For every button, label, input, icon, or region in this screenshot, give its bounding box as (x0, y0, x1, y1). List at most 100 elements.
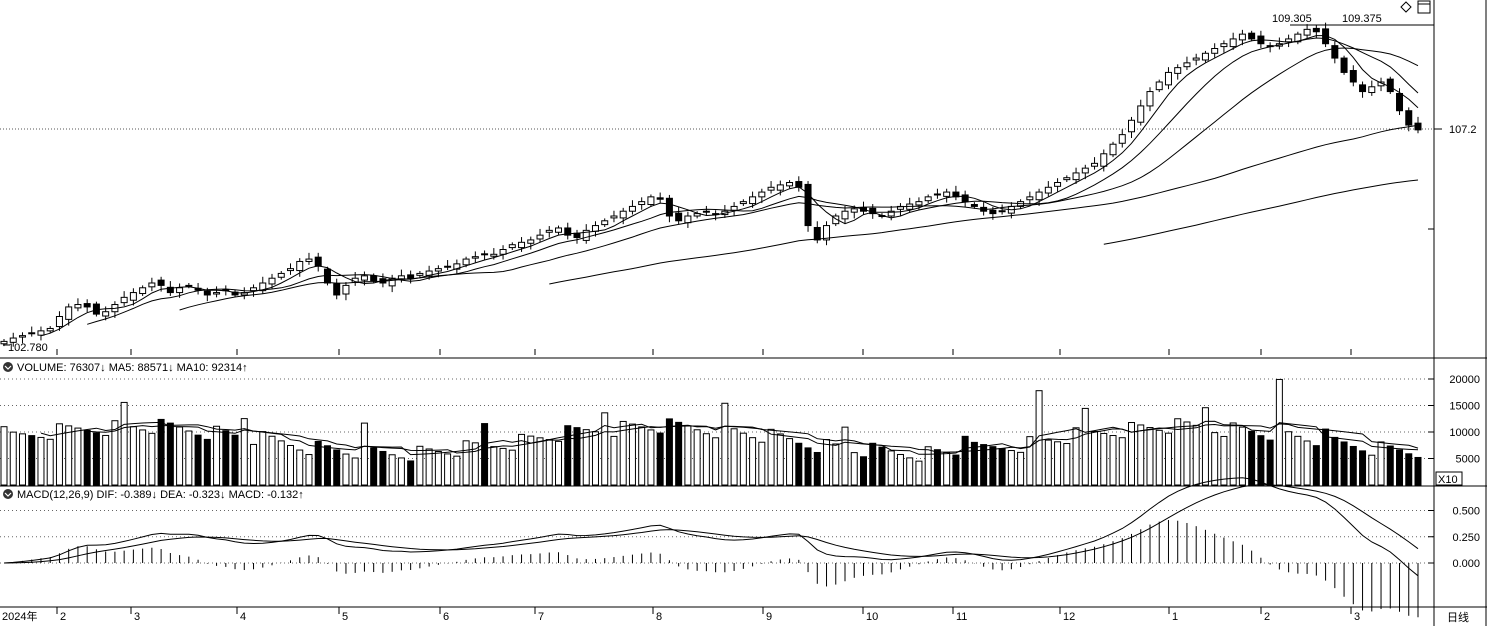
candle-body (46, 327, 54, 332)
diamond-icon[interactable] (1400, 1, 1412, 13)
candle-body (1220, 43, 1228, 48)
volume-bar (231, 434, 239, 486)
candle-body (1128, 119, 1136, 133)
ma-line-60 (549, 124, 1419, 285)
candle-body (185, 284, 193, 287)
high-price-label: 109.305 (1272, 13, 1312, 25)
candle-body (471, 256, 479, 259)
volume-bar (933, 449, 941, 486)
volume-bar (139, 429, 147, 486)
candle-body (610, 215, 618, 219)
candle-body (1118, 134, 1126, 144)
volume-bar (240, 418, 248, 486)
volume-bar (1257, 435, 1265, 486)
volume-bar (582, 429, 590, 486)
candle-body (573, 232, 581, 239)
x-axis-label: 8 (656, 611, 662, 623)
volume-bar (1386, 445, 1394, 486)
volume-bar (832, 443, 840, 486)
candle-body (786, 182, 794, 187)
candle-body (638, 201, 646, 206)
candle-body (776, 184, 784, 191)
candle-body (1331, 45, 1339, 59)
volume-bar (120, 401, 128, 486)
candle-body (74, 304, 82, 309)
candle-body (1285, 38, 1293, 43)
volume-tick-label: 15000 (1449, 401, 1480, 413)
candle-body (591, 225, 599, 232)
volume-bar (203, 438, 211, 486)
volume-bar (481, 423, 489, 486)
candle-body (102, 311, 110, 317)
volume-bar (980, 444, 988, 486)
candle-body (1386, 78, 1394, 93)
candle-body (203, 290, 211, 296)
volume-value: 76307 (70, 362, 101, 374)
volume-bar (176, 426, 184, 486)
volume-bar (1091, 430, 1099, 486)
volume-bar (1285, 431, 1293, 486)
volume-bar (83, 429, 91, 486)
candle-body (850, 208, 858, 213)
candle-body (1312, 27, 1320, 33)
volume-bar (924, 446, 932, 486)
volume-bar (887, 450, 895, 486)
volume-bar (1081, 407, 1089, 486)
volume-bar (749, 437, 757, 486)
volume-bar (952, 454, 960, 486)
volume-bar (1340, 441, 1348, 486)
volume-bar (277, 440, 285, 486)
volume-bar (675, 421, 683, 486)
candle-body (65, 306, 73, 320)
volume-bar (1359, 450, 1367, 486)
collapse-icon[interactable] (3, 489, 13, 499)
candle-body (259, 282, 267, 292)
candle-body (231, 291, 239, 296)
candlestick-series[interactable] (0, 22, 1422, 347)
collapse-icon[interactable] (3, 362, 13, 372)
window-toggle-icon[interactable] (1417, 0, 1431, 14)
volume-bar (37, 436, 45, 486)
x-axis-label: 10 (866, 611, 878, 623)
volume-bar (628, 423, 636, 486)
volume-bar (998, 448, 1006, 486)
candle-body (139, 287, 147, 295)
period-label[interactable]: 日线 (1447, 610, 1469, 624)
macd-label: MACD: (229, 489, 268, 501)
volume-bar (323, 445, 331, 486)
volume-bar (471, 442, 479, 486)
volume-bar (1238, 426, 1246, 486)
volume-bar (878, 446, 886, 486)
candle-body (943, 191, 951, 197)
candle-body (9, 337, 17, 343)
candle-body (453, 263, 461, 270)
candle-body (277, 272, 285, 278)
candle-body (823, 225, 831, 241)
volume-bar (397, 457, 405, 486)
volume-bar (462, 440, 470, 486)
candle-body (555, 227, 563, 233)
candle-body (1044, 186, 1052, 194)
candle-body (619, 210, 627, 219)
volume-tick-label: 20000 (1449, 374, 1480, 386)
candle-body (656, 197, 664, 200)
volume-bar (213, 425, 221, 486)
volume-bar (1312, 445, 1320, 486)
volume-bar (259, 431, 267, 486)
volume-bar (1044, 439, 1052, 486)
volume-bar (55, 423, 63, 486)
volume-bar (1174, 418, 1182, 486)
volume-bar (989, 446, 997, 486)
volume-bar (869, 442, 877, 486)
volume-bar (518, 433, 526, 486)
candle-body (915, 201, 923, 206)
volume-bar (1220, 435, 1228, 486)
candle-body (1146, 91, 1154, 107)
volume-bar (1137, 424, 1145, 486)
volume-bar (841, 426, 849, 486)
macd-tick-label: 0.500 (1452, 506, 1480, 518)
candle-body (1201, 52, 1209, 61)
volume-bar (425, 448, 433, 486)
